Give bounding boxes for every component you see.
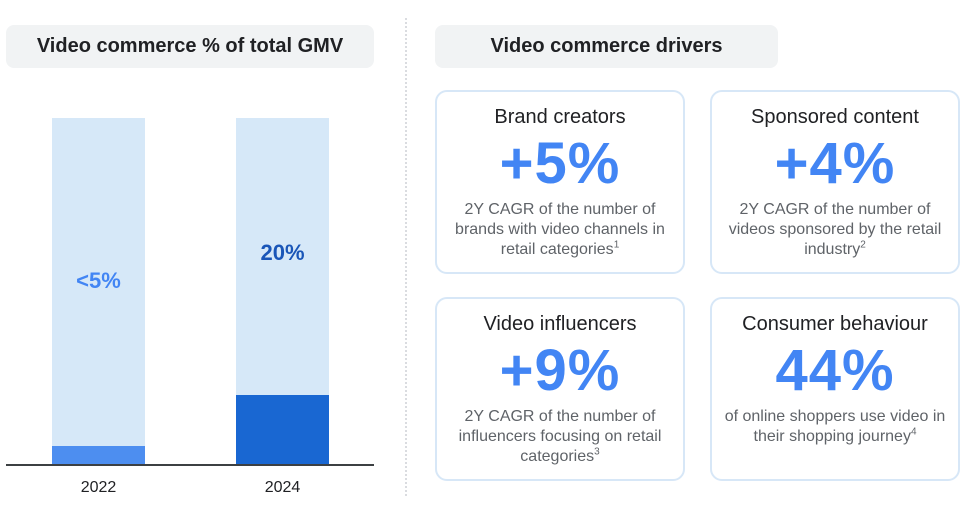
bar-background-2022: [52, 118, 145, 464]
card-title: Consumer behaviour: [742, 313, 928, 335]
card-title: Sponsored content: [751, 106, 919, 128]
card-description-text: 2Y CAGR of the number of influencers foc…: [458, 408, 662, 465]
footnote-marker: 1: [613, 239, 620, 251]
bar-value-label-2022: <5%: [76, 268, 121, 293]
panel-divider: [405, 18, 407, 496]
card-description: 2Y CAGR of the number of videos sponsore…: [722, 200, 948, 260]
card-brand-creators: Brand creators +5% 2Y CAGR of the number…: [435, 90, 685, 274]
card-description: 2Y CAGR of the number of influencers foc…: [447, 407, 673, 467]
card-title: Video influencers: [483, 313, 637, 335]
card-video-influencers: Video influencers +9% 2Y CAGR of the num…: [435, 297, 685, 481]
footnote-marker: 3: [594, 446, 600, 458]
card-description: of online shoppers use video in their sh…: [722, 407, 948, 447]
x-tick-label-2024: 2024: [264, 479, 301, 496]
card-stat: +5%: [499, 131, 621, 196]
card-stat: +9%: [499, 338, 621, 403]
chart-baseline: [6, 464, 374, 466]
card-stat: 44%: [775, 338, 895, 403]
left-panel-title: Video commerce % of total GMV: [6, 25, 374, 68]
bar-2024: [236, 394, 329, 464]
card-description-text: 2Y CAGR of the number of brands with vid…: [455, 201, 665, 258]
card-sponsored-content: Sponsored content +4% 2Y CAGR of the num…: [710, 90, 960, 274]
footnote-marker: 2: [860, 239, 866, 251]
card-description-text: of online shoppers use video in their sh…: [724, 408, 946, 445]
card-description-text: 2Y CAGR of the number of videos sponsore…: [728, 201, 942, 258]
card-description: 2Y CAGR of the number of brands with vid…: [447, 200, 673, 260]
footnote-marker: 4: [910, 426, 917, 438]
right-panel-title: Video commerce drivers: [435, 25, 778, 68]
bar-2022: [52, 446, 145, 464]
card-stat: +4%: [774, 131, 896, 196]
card-title: Brand creators: [494, 106, 626, 128]
bar-value-label-2024: 20%: [260, 240, 305, 265]
card-consumer-behaviour: Consumer behaviour 44% of online shopper…: [710, 297, 960, 481]
x-tick-label-2022: 2022: [80, 479, 117, 496]
